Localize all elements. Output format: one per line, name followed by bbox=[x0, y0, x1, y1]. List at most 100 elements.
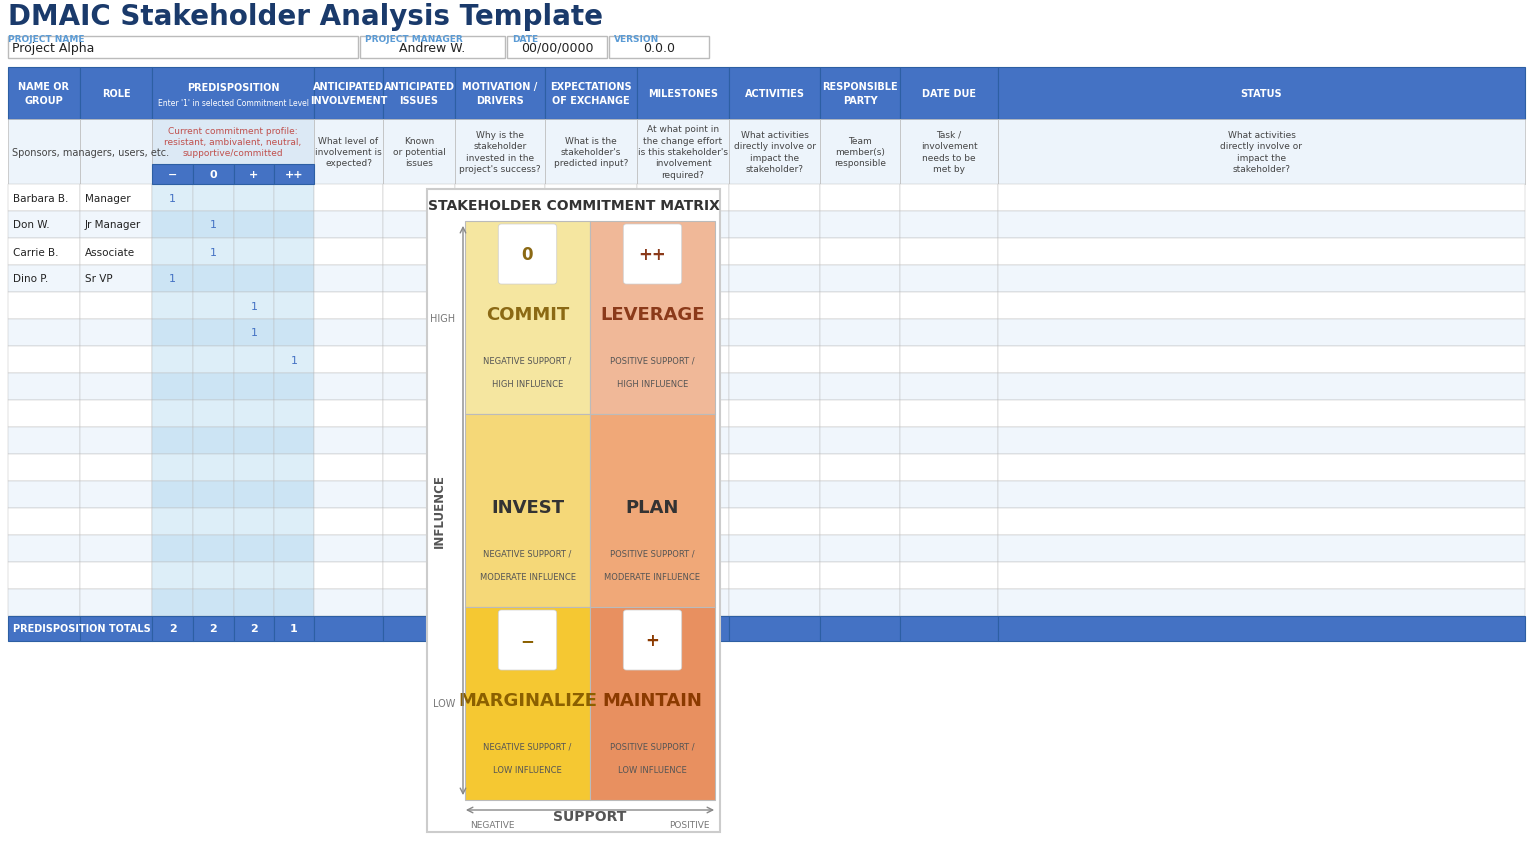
Bar bbox=[730, 292, 820, 320]
Bar bbox=[80, 562, 152, 590]
Bar bbox=[546, 454, 638, 481]
Text: −: − bbox=[167, 170, 178, 180]
Bar bbox=[820, 428, 900, 454]
Bar bbox=[428, 190, 721, 832]
Text: DATE DUE: DATE DUE bbox=[921, 89, 977, 99]
Bar bbox=[609, 37, 708, 59]
Bar bbox=[8, 509, 80, 535]
Bar bbox=[235, 616, 274, 642]
Text: +: + bbox=[645, 631, 659, 649]
Bar bbox=[998, 562, 1525, 590]
Bar bbox=[314, 347, 383, 373]
Bar bbox=[507, 37, 607, 59]
Bar bbox=[900, 562, 998, 590]
Bar bbox=[820, 590, 900, 616]
Text: HIGH INFLUENCE: HIGH INFLUENCE bbox=[616, 379, 688, 389]
Text: 0: 0 bbox=[521, 245, 533, 264]
Bar bbox=[152, 373, 193, 400]
Text: LOW: LOW bbox=[432, 699, 455, 709]
Bar bbox=[314, 185, 383, 212]
Bar bbox=[274, 239, 314, 266]
Bar bbox=[193, 590, 235, 616]
Text: Known
or potential
issues: Known or potential issues bbox=[392, 136, 446, 168]
Text: NAME OR
GROUP: NAME OR GROUP bbox=[18, 83, 69, 106]
Text: EXPECTATIONS
OF EXCHANGE: EXPECTATIONS OF EXCHANGE bbox=[550, 83, 632, 106]
Text: ROLE: ROLE bbox=[101, 89, 130, 99]
Bar bbox=[730, 347, 820, 373]
Bar bbox=[730, 562, 820, 590]
Bar bbox=[820, 400, 900, 428]
Bar bbox=[383, 120, 455, 185]
Text: PROJECT NAME: PROJECT NAME bbox=[8, 34, 84, 43]
Bar bbox=[152, 481, 193, 509]
Bar bbox=[152, 509, 193, 535]
Bar bbox=[998, 373, 1525, 400]
Bar bbox=[455, 454, 546, 481]
Bar bbox=[998, 120, 1525, 185]
Bar bbox=[455, 68, 546, 120]
Bar bbox=[638, 347, 730, 373]
Bar bbox=[730, 185, 820, 212]
Bar bbox=[8, 347, 80, 373]
Bar bbox=[274, 212, 314, 239]
Bar bbox=[455, 400, 546, 428]
Bar bbox=[900, 320, 998, 347]
Bar bbox=[314, 590, 383, 616]
Bar bbox=[152, 292, 193, 320]
Bar bbox=[80, 590, 152, 616]
Text: POSITIVE SUPPORT /: POSITIVE SUPPORT / bbox=[610, 549, 694, 558]
Bar bbox=[235, 454, 274, 481]
Text: +: + bbox=[250, 170, 259, 180]
Bar bbox=[455, 266, 546, 292]
Bar bbox=[152, 266, 193, 292]
Bar bbox=[314, 239, 383, 266]
Bar bbox=[455, 292, 546, 320]
Bar bbox=[998, 428, 1525, 454]
Bar bbox=[235, 400, 274, 428]
Text: DATE: DATE bbox=[512, 34, 538, 43]
Bar bbox=[820, 212, 900, 239]
Bar bbox=[152, 68, 314, 120]
Bar bbox=[274, 590, 314, 616]
Bar bbox=[820, 562, 900, 590]
Bar bbox=[730, 120, 820, 185]
Bar bbox=[193, 481, 235, 509]
Text: POSITIVE: POSITIVE bbox=[670, 820, 710, 830]
Bar bbox=[455, 590, 546, 616]
Bar bbox=[80, 212, 152, 239]
Text: Don W.: Don W. bbox=[12, 220, 49, 230]
Text: NEGATIVE SUPPORT /: NEGATIVE SUPPORT / bbox=[483, 356, 572, 365]
Bar bbox=[80, 481, 152, 509]
Bar bbox=[638, 266, 730, 292]
Bar bbox=[900, 428, 998, 454]
Bar bbox=[383, 239, 455, 266]
Bar bbox=[8, 616, 80, 642]
Bar bbox=[274, 266, 314, 292]
Bar bbox=[152, 616, 193, 642]
Bar bbox=[900, 616, 998, 642]
Bar bbox=[730, 428, 820, 454]
Bar bbox=[314, 535, 383, 562]
Bar bbox=[152, 535, 193, 562]
Bar bbox=[900, 266, 998, 292]
Text: MODERATE INFLUENCE: MODERATE INFLUENCE bbox=[480, 572, 575, 581]
Bar bbox=[820, 481, 900, 509]
Bar bbox=[900, 120, 998, 185]
Text: Associate: Associate bbox=[84, 247, 135, 257]
Text: NEGATIVE SUPPORT /: NEGATIVE SUPPORT / bbox=[483, 741, 572, 751]
Bar bbox=[193, 454, 235, 481]
Bar bbox=[590, 222, 714, 415]
Bar bbox=[730, 320, 820, 347]
Bar bbox=[638, 320, 730, 347]
Bar bbox=[546, 481, 638, 509]
Bar bbox=[638, 509, 730, 535]
Bar bbox=[274, 481, 314, 509]
Bar bbox=[314, 562, 383, 590]
Bar bbox=[193, 212, 235, 239]
FancyBboxPatch shape bbox=[498, 610, 556, 671]
Bar bbox=[900, 373, 998, 400]
Bar bbox=[314, 292, 383, 320]
Bar bbox=[820, 266, 900, 292]
Bar bbox=[638, 616, 730, 642]
Text: Andrew W.: Andrew W. bbox=[399, 42, 464, 55]
